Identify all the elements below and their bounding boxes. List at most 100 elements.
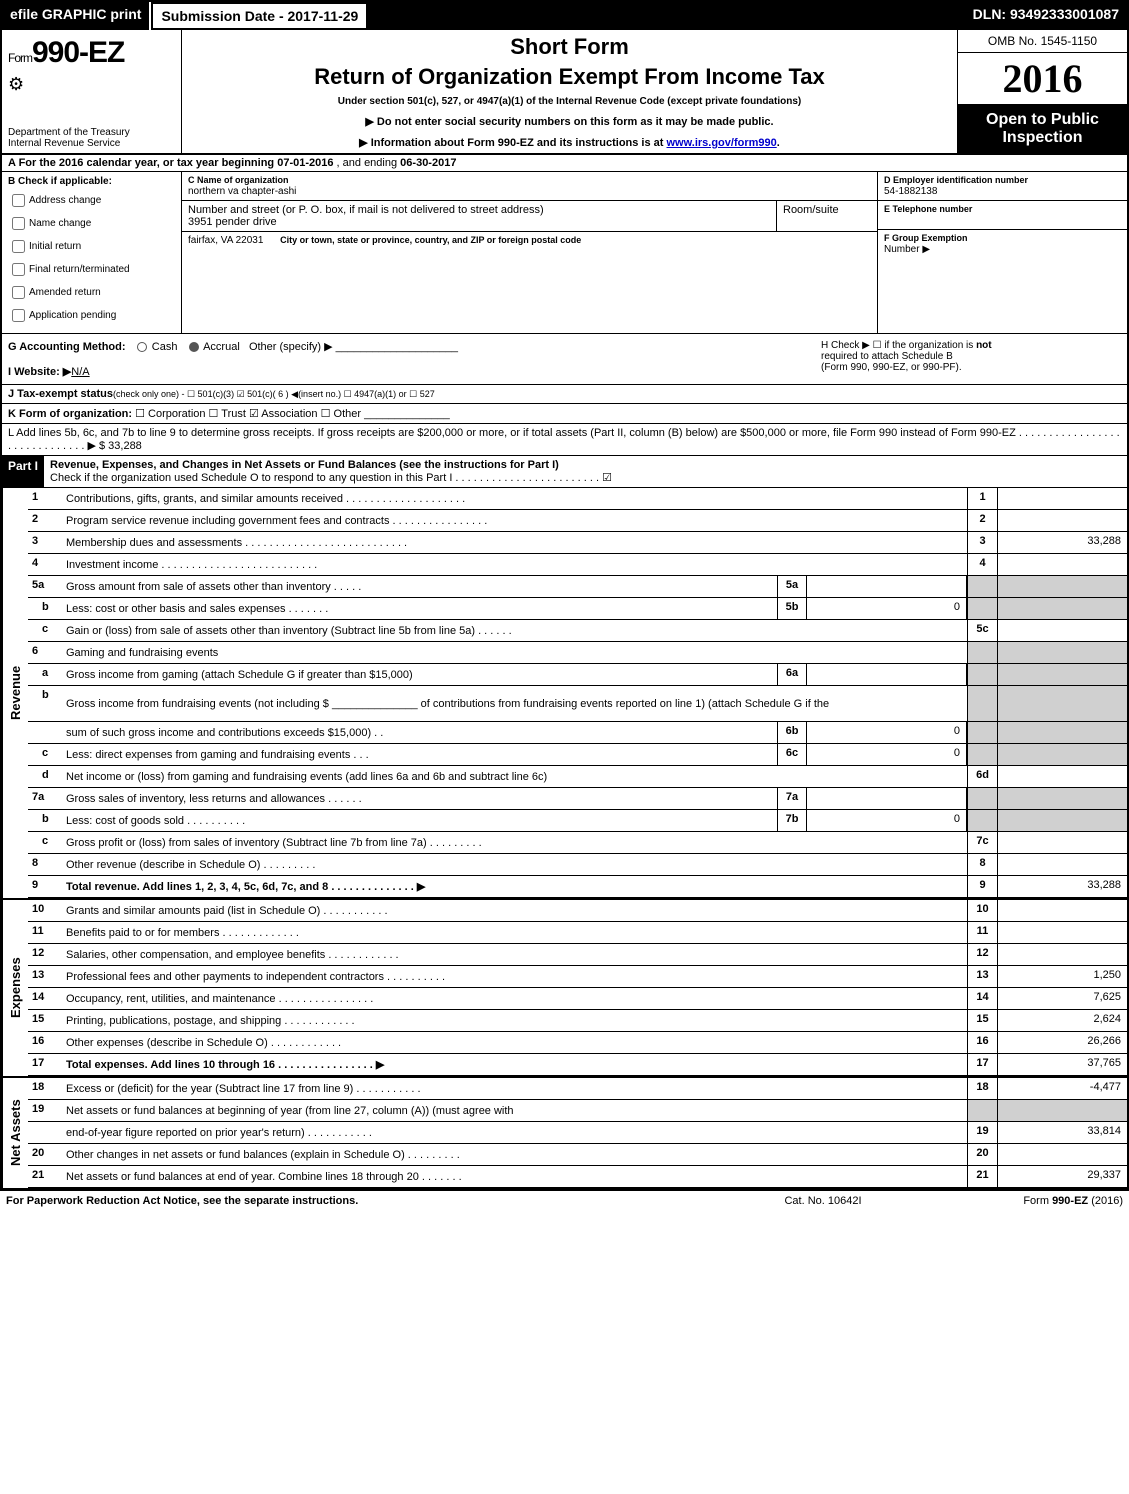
line-desc: Gross income from gaming (attach Schedul… [62,664,777,685]
room-cell: Room/suite [777,201,877,231]
l-amount: $ 33,288 [99,440,142,452]
right-line-number: 3 [967,532,997,553]
mid-line-number: 5b [777,598,807,619]
street-cell: Number and street (or P. O. box, if mail… [182,201,777,231]
radio-cash[interactable] [137,342,147,352]
right-line-number: 1 [967,488,997,509]
line-number: a [28,664,62,685]
right-line-value: 33,814 [997,1122,1127,1143]
line-12: 12Salaries, other compensation, and empl… [28,944,1127,966]
revenue-section: Revenue 1Contributions, gifts, grants, a… [2,488,1127,898]
footer-right-pre: Form [1023,1195,1052,1207]
row-a-end: 06-30-2017 [400,157,456,169]
chk-amended-return[interactable]: Amended return [8,283,175,302]
part1-title: Revenue, Expenses, and Changes in Net As… [44,456,1127,487]
right-line-value [997,620,1127,641]
chk-address-change[interactable]: Address change [8,191,175,210]
right-line-number: 12 [967,944,997,965]
mid-line-value [807,788,967,809]
line-desc: Less: cost of goods sold . . . . . . . .… [62,810,777,831]
chk-application-pending[interactable]: Application pending [8,306,175,325]
arrow-line-1: ▶ Do not enter social security numbers o… [190,115,949,128]
right-line-number [967,1100,997,1121]
group-ex-label: F Group Exemption [884,233,968,243]
header-right: OMB No. 1545-1150 2016 Open to Public In… [957,30,1127,153]
line-desc: Total expenses. Add lines 10 through 16 … [62,1054,967,1075]
chk-name-change[interactable]: Name change [8,214,175,233]
line-17: 17Total expenses. Add lines 10 through 1… [28,1054,1127,1076]
chk-initial-return[interactable]: Initial return [8,237,175,256]
line-number [28,722,62,743]
right-line-number: 4 [967,554,997,575]
line-20: 20Other changes in net assets or fund ba… [28,1144,1127,1166]
revenue-lines: 1Contributions, gifts, grants, and simil… [28,488,1127,898]
open-to-public: Open to Public Inspection [958,105,1127,153]
right-line-number: 19 [967,1122,997,1143]
treasury-seal-icon: ⚙ [8,74,175,95]
right-line-value [997,744,1127,765]
form-number: Form990-EZ [8,36,175,70]
line-5c: cGain or (loss) from sale of assets othe… [28,620,1127,642]
line-number: 5a [28,576,62,597]
line-number: 17 [28,1054,62,1075]
mid-line-value: 0 [807,810,967,831]
street-value: 3951 pender drive [188,216,277,228]
page-footer: For Paperwork Reduction Act Notice, see … [0,1190,1129,1211]
line-7c: cGross profit or (loss) from sales of in… [28,832,1127,854]
right-line-value: 29,337 [997,1166,1127,1187]
line-6a: aGross income from gaming (attach Schedu… [28,664,1127,686]
right-line-number: 5c [967,620,997,641]
column-b-checkboxes: B Check if applicable: Address change Na… [2,172,182,333]
right-line-value: 33,288 [997,876,1127,897]
room-label: Room/suite [783,204,839,216]
part1-header-row: Part I Revenue, Expenses, and Changes in… [2,456,1127,488]
mid-line-value: 0 [807,722,967,743]
irs-link[interactable]: www.irs.gov/form990 [667,137,777,149]
line-number: 18 [28,1078,62,1099]
right-line-value [997,722,1127,743]
row-a-tax-year: A For the 2016 calendar year, or tax yea… [2,155,1127,172]
efile-label: efile GRAPHIC print [2,2,151,30]
line-7b: bLess: cost of goods sold . . . . . . . … [28,810,1127,832]
group-exemption-cell: F Group Exemption Number ▶ [878,230,1127,258]
line-7a: 7aGross sales of inventory, less returns… [28,788,1127,810]
line-number: 7a [28,788,62,809]
line-desc: Excess or (deficit) for the year (Subtra… [62,1078,967,1099]
line-number: 6 [28,642,62,663]
right-line-number [967,788,997,809]
mid-line-value: 0 [807,744,967,765]
line-desc: Program service revenue including govern… [62,510,967,531]
right-line-value [997,554,1127,575]
ein-value: 54-1882138 [884,186,937,197]
city-cell: fairfax, VA 22031 City or town, state or… [182,232,877,249]
opt-accrual: Accrual [203,341,240,353]
line-5b: bLess: cost or other basis and sales exp… [28,598,1127,620]
radio-accrual[interactable] [189,342,199,352]
part1-title-text: Revenue, Expenses, and Changes in Net As… [50,459,559,471]
right-line-number: 21 [967,1166,997,1187]
line-number: 1 [28,488,62,509]
right-line-number: 7c [967,832,997,853]
j-rest: (check only one) - ☐ 501(c)(3) ☑ 501(c)(… [113,389,435,399]
department-label: Department of the Treasury Internal Reve… [8,127,130,149]
chk-final-return[interactable]: Final return/terminated [8,260,175,279]
line-number: 16 [28,1032,62,1053]
right-line-value: 26,266 [997,1032,1127,1053]
expenses-side-label: Expenses [2,900,28,1076]
right-line-number: 13 [967,966,997,987]
form-prefix: Form [8,51,32,65]
line-number [28,1122,62,1143]
right-line-value [997,788,1127,809]
line-6c: cLess: direct expenses from gaming and f… [28,744,1127,766]
j-label: J Tax-exempt status [8,388,113,400]
row-k-org-form: K Form of organization: ☐ Corporation ☐ … [2,404,1127,424]
open-line2: Inspection [1002,129,1082,146]
right-line-value [997,664,1127,685]
mid-line-value: 0 [807,598,967,619]
right-line-value [997,510,1127,531]
right-line-value [997,1100,1127,1121]
line-desc: Grants and similar amounts paid (list in… [62,900,967,921]
h-text1: H Check ▶ ☐ if the organization is [821,340,976,351]
row-a-begin: 07-01-2016 [277,157,333,169]
line-desc: Gaming and fundraising events [62,642,967,663]
